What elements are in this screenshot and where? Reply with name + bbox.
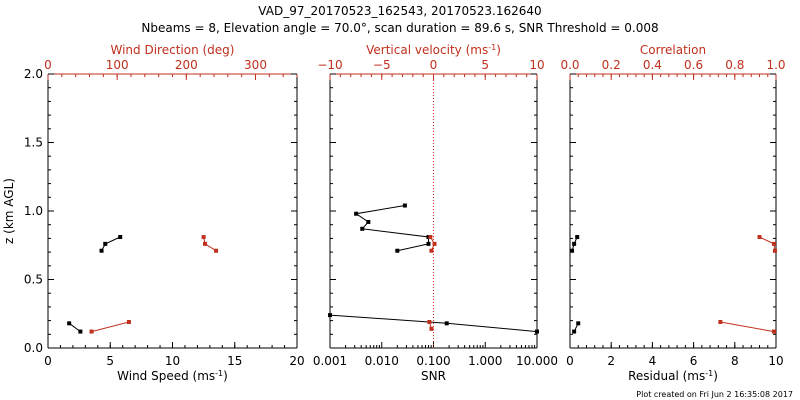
data-point xyxy=(118,235,123,240)
x-tick-label: 6 xyxy=(690,354,698,368)
x-tick-label: 0.010 xyxy=(365,354,399,368)
data-point xyxy=(535,329,539,334)
x-tick-label: 20 xyxy=(289,354,304,368)
x-axis-label: Wind Speed (ms-1) xyxy=(117,369,228,384)
x2-tick-label: 0 xyxy=(430,58,438,72)
data-point xyxy=(354,211,359,216)
x2-tick-label: 5 xyxy=(481,58,489,72)
y-tick-label: 1.0 xyxy=(24,204,43,218)
data-point xyxy=(426,241,431,246)
data-point xyxy=(328,313,332,318)
x2-tick-label: 0.2 xyxy=(602,58,621,72)
data-point xyxy=(201,235,206,240)
x2-tick-label: 300 xyxy=(244,58,267,72)
y-tick-label: 1.5 xyxy=(24,136,43,150)
x2-tick-label: 1.0 xyxy=(766,58,785,72)
y-tick-label: 0.0 xyxy=(24,341,43,355)
x2-axis-label: Wind Direction (deg) xyxy=(111,43,235,57)
data-point xyxy=(771,329,776,334)
x-tick-label: 0.001 xyxy=(313,354,347,368)
data-point xyxy=(570,248,575,253)
data-point xyxy=(432,241,437,246)
x2-axis-label: Correlation xyxy=(640,43,706,57)
x-tick-label: 8 xyxy=(731,354,739,368)
data-point xyxy=(572,241,577,246)
x-axis-label: Residual (ms-1) xyxy=(628,369,718,384)
x-tick-label: 0 xyxy=(44,354,52,368)
figure-subtitle: Nbeams = 8, Elevation angle = 70.0°, sca… xyxy=(141,21,658,35)
panel-middle: 0.001 0.010 0.100 1.000 10.000 −10 −5 0 5 10 SNR Ve… xyxy=(313,43,558,384)
x2-axis-label: Vertical velocity (ms-1) xyxy=(366,43,501,58)
x2-tick-label: 200 xyxy=(175,58,198,72)
data-point xyxy=(427,319,432,324)
data-point xyxy=(78,329,83,334)
data-point xyxy=(402,203,407,208)
data-point xyxy=(575,235,580,240)
x2-tick-label: −5 xyxy=(373,58,391,72)
y-tick-label: 2.0 xyxy=(24,67,43,81)
data-point xyxy=(576,321,581,326)
x2-tick-label: 0.4 xyxy=(643,58,662,72)
data-point xyxy=(395,248,400,253)
x-tick-label: 10 xyxy=(768,354,783,368)
x2-tick-label: 10 xyxy=(529,58,544,72)
data-point xyxy=(126,319,131,324)
x-tick-label: 4 xyxy=(649,354,657,368)
plot-created-note: Plot created on Fri Jun 2 16:35:08 2017 xyxy=(636,390,793,399)
x-tick-label: 0.100 xyxy=(416,354,450,368)
data-point xyxy=(366,219,371,224)
data-point xyxy=(214,248,219,253)
data-point xyxy=(757,235,762,240)
panel-right: 0 2 4 6 8 10 0.0 0.2 0.4 0.6 0.8 1.0 Residual (ms-1)… xyxy=(560,43,785,383)
data-point xyxy=(99,248,104,253)
x-axis-label: SNR xyxy=(421,369,446,383)
data-point xyxy=(718,319,723,324)
x2-tick-label: 100 xyxy=(106,58,129,72)
data-point xyxy=(772,248,777,253)
data-point xyxy=(771,241,776,246)
x-tick-label: 15 xyxy=(227,354,242,368)
y-tick-label: 0.5 xyxy=(24,273,43,287)
data-point xyxy=(572,329,577,334)
data-point xyxy=(429,248,434,253)
x-tick-label: 0 xyxy=(566,354,574,368)
data-point xyxy=(428,235,433,240)
data-point xyxy=(103,241,108,246)
x2-tick-label: 0.8 xyxy=(725,58,744,72)
x2-tick-label: 0 xyxy=(44,58,52,72)
series-line-primary xyxy=(354,205,429,252)
data-point xyxy=(203,241,208,246)
data-point xyxy=(444,321,449,326)
x-tick-label: 10.000 xyxy=(516,354,558,368)
series-line-secondary xyxy=(720,321,774,333)
data-point xyxy=(67,321,72,326)
data-point xyxy=(429,326,434,331)
x-tick-label: 10 xyxy=(165,354,180,368)
x-tick-label: 5 xyxy=(106,354,114,368)
x-tick-label: 2 xyxy=(607,354,615,368)
x-tick-label: 1.000 xyxy=(468,354,502,368)
x2-tick-label: −10 xyxy=(317,58,342,72)
data-point xyxy=(89,329,94,334)
series-line-secondary xyxy=(91,321,130,333)
figure-title: VAD_97_20170523_162543, 20170523.162640 xyxy=(258,4,541,18)
data-point xyxy=(360,226,365,231)
x2-tick-label: 0.0 xyxy=(560,58,579,72)
y-axis-label: z (km AGL) xyxy=(2,178,16,244)
x2-tick-label: 0.6 xyxy=(684,58,703,72)
